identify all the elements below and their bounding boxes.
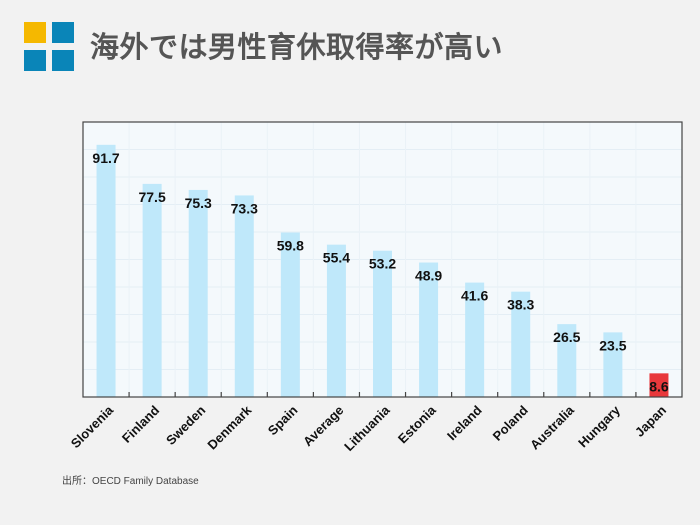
- data-label: 77.5: [138, 189, 165, 205]
- plot-border: [82, 121, 683, 398]
- x-tick-label: Lithuania: [341, 402, 393, 454]
- data-label: 38.3: [507, 297, 534, 313]
- x-tick-label: Japan: [632, 402, 669, 439]
- data-label: 55.4: [323, 250, 350, 266]
- bar-finland: [142, 183, 162, 397]
- x-tick-label: Denmark: [204, 402, 254, 452]
- data-label: 91.7: [92, 150, 119, 166]
- logo: [24, 22, 75, 72]
- bar-lithuania: [373, 250, 392, 397]
- bar-japan: [649, 373, 669, 397]
- logo-square: [24, 22, 46, 43]
- x-tick-label: Estonia: [395, 402, 439, 446]
- x-tick-label: Spain: [265, 402, 301, 438]
- x-tick-label: Finland: [119, 402, 162, 445]
- page-title: 海外では男性育休取得率が高い: [90, 30, 504, 64]
- logo-square: [52, 50, 74, 71]
- bar-slovenia: [96, 144, 116, 397]
- x-tick-label: Ireland: [444, 402, 485, 443]
- bar-sweden: [188, 189, 208, 397]
- bar-poland: [511, 291, 531, 397]
- bar-australia: [557, 324, 577, 397]
- source-note: 出所：OECD Family Database: [62, 476, 199, 487]
- bar-average: [326, 244, 346, 397]
- x-tick-label: Sweden: [163, 402, 208, 447]
- bar-ireland: [465, 282, 485, 397]
- data-label: 59.8: [277, 238, 304, 254]
- x-tick-label: Poland: [490, 402, 531, 443]
- bar-hungary: [603, 332, 623, 397]
- logo-square: [24, 50, 46, 71]
- data-label: 23.5: [599, 337, 626, 353]
- x-tick-label: Australia: [527, 402, 577, 452]
- bar-estonia: [419, 262, 439, 397]
- data-label: 53.2: [369, 256, 396, 272]
- data-label: 48.9: [415, 268, 442, 284]
- x-tick-label: Hungary: [575, 402, 623, 450]
- bar-denmark: [234, 195, 254, 397]
- data-label: 73.3: [231, 200, 258, 216]
- x-tick-label: Slovenia: [68, 402, 117, 451]
- x-tick-label: Average: [300, 403, 347, 450]
- data-label: 75.3: [185, 195, 212, 211]
- logo-square: [52, 22, 74, 43]
- data-label: 41.6: [461, 288, 488, 304]
- data-label: 8.6: [649, 378, 669, 394]
- bar-spain: [280, 232, 300, 397]
- data-label: 26.5: [553, 329, 580, 345]
